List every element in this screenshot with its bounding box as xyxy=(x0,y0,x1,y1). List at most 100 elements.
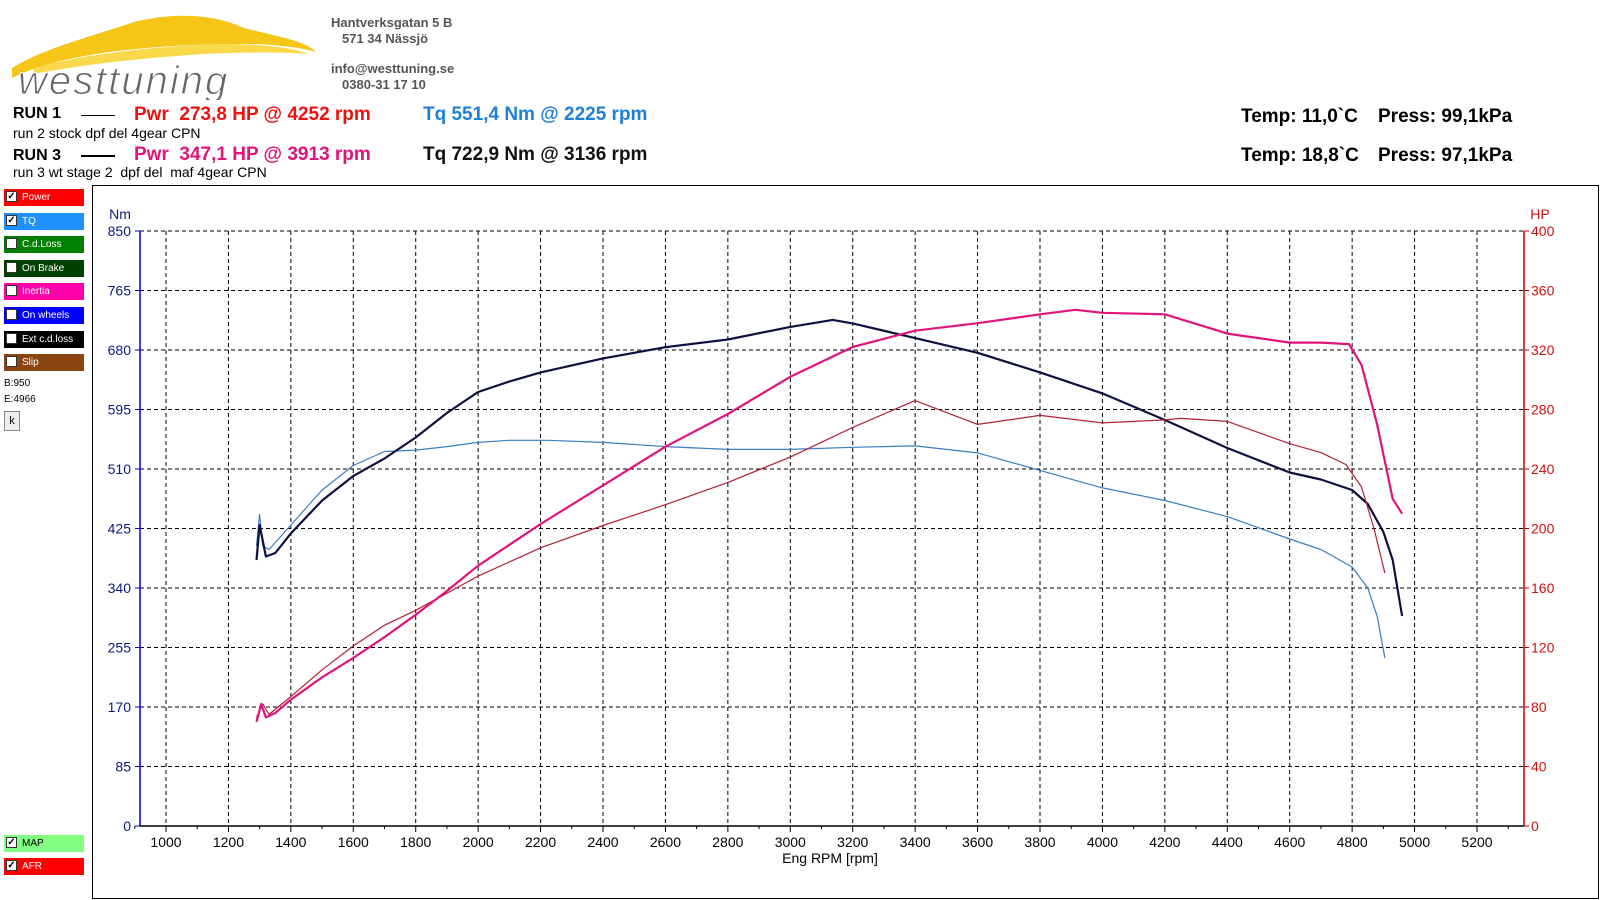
checkbox[interactable] xyxy=(6,285,17,297)
sidebar-item-label: On Brake xyxy=(22,262,65,274)
y-right-tick-label: 80 xyxy=(1531,699,1547,715)
sidebar-item-label: Slip xyxy=(22,357,39,369)
checkbox[interactable]: ✓ xyxy=(6,191,17,202)
x-tick-label: 1800 xyxy=(400,834,431,850)
logo-car-shape xyxy=(12,15,316,78)
y-right-tick-label: 400 xyxy=(1531,223,1555,239)
sidebar-item-label: Ext c.d.loss xyxy=(22,333,74,345)
e-value: E:4966 xyxy=(4,394,36,405)
x-tick-label: 4200 xyxy=(1149,834,1180,850)
sidebar-item-label: On wheels xyxy=(22,310,70,321)
y-left-tick-label: 0 xyxy=(123,818,131,834)
run1-description: run 2 stock dpf del 4gear CPN xyxy=(13,125,201,141)
checkbox[interactable] xyxy=(6,238,17,250)
x-tick-label: 2200 xyxy=(525,834,556,850)
x-tick-label: 3200 xyxy=(837,834,868,850)
contact-email: info@westtuning.se xyxy=(331,61,455,76)
x-tick-label: 1000 xyxy=(150,834,181,850)
run1-temp: Temp: 11,0`C xyxy=(1241,106,1358,127)
sidebar-item-label: C.d.Loss xyxy=(22,239,62,251)
x-tick-label: 5200 xyxy=(1461,834,1492,850)
checkbox[interactable] xyxy=(6,309,17,320)
series-line-power-run1 xyxy=(255,400,1386,718)
y-left-tick-label: 850 xyxy=(108,223,132,239)
run3-torque: Tq 722,9 Nm @ 3136 rpm xyxy=(423,144,648,165)
k-button[interactable]: k xyxy=(4,411,20,431)
westtuning-logo: westtuning xyxy=(12,15,316,100)
address-line1: Hantverksgatan 5 B xyxy=(331,15,453,30)
logo-car-accent xyxy=(34,44,309,74)
x-tick-label: 2600 xyxy=(650,834,681,850)
run3-power: Pwr 347,1 HP @ 3913 rpm xyxy=(134,144,371,165)
x-tick-label: 3400 xyxy=(900,834,931,850)
y-right-tick-label: 40 xyxy=(1531,759,1547,775)
x-tick-label: 3600 xyxy=(962,834,993,850)
y-left-axis-label: Nm xyxy=(109,206,131,222)
sidebar-item-slip[interactable]: Slip xyxy=(4,354,84,372)
run1-line-sample xyxy=(81,115,115,116)
run3-temp: Temp: 18,8`C xyxy=(1241,145,1359,166)
x-tick-label: 4600 xyxy=(1274,834,1305,850)
run1-torque: Tq 551,4 Nm @ 2225 rpm xyxy=(423,104,648,125)
x-axis-label: Eng RPM [rpm] xyxy=(782,850,878,866)
run1-label: RUN 1 xyxy=(13,105,62,122)
series-line-torque-run3 xyxy=(255,318,1404,617)
checkbox[interactable]: ✓ xyxy=(6,214,17,226)
y-left-tick-label: 595 xyxy=(108,402,132,418)
x-tick-label: 5000 xyxy=(1399,834,1430,850)
run3-press: Press: 97,1kPa xyxy=(1378,145,1513,166)
y-right-axis-label: HP xyxy=(1530,206,1549,222)
checkbox[interactable] xyxy=(6,356,17,368)
y-left-tick-label: 765 xyxy=(108,283,132,299)
y-left-tick-label: 510 xyxy=(108,461,132,477)
y-right-tick-label: 200 xyxy=(1531,521,1555,537)
run3-label: RUN 3 xyxy=(13,147,62,164)
y-left-tick-label: 85 xyxy=(115,759,131,775)
sidebar-item-on-brake[interactable]: On Brake xyxy=(4,259,84,277)
address-line2: 571 34 Nässjö xyxy=(342,31,429,46)
y-left-tick-label: 340 xyxy=(108,580,132,596)
sidebar-item-power[interactable]: ✓ Power xyxy=(4,189,84,206)
sidebar-item-label: Power xyxy=(22,192,51,203)
x-tick-label: 2000 xyxy=(463,834,494,850)
sidebar-item-on-wheels[interactable]: On wheels xyxy=(4,307,84,324)
checkbox[interactable]: ✓ xyxy=(6,837,17,848)
sidebar-item-label: TQ xyxy=(22,215,36,227)
run3-description: run 3 wt stage 2 dpf del maf 4gear CPN xyxy=(13,164,267,180)
y-right-tick-label: 360 xyxy=(1531,283,1555,299)
y-left-tick-label: 425 xyxy=(108,521,132,537)
y-right-tick-label: 280 xyxy=(1531,402,1555,418)
sidebar-item-label: AFR xyxy=(22,861,42,872)
x-tick-label: 4000 xyxy=(1087,834,1118,850)
series-line-torque-run1 xyxy=(255,439,1386,659)
y-right-tick-label: 320 xyxy=(1531,342,1555,358)
x-tick-label: 2800 xyxy=(712,834,743,850)
y-right-tick-label: 120 xyxy=(1531,640,1555,656)
checkbox[interactable]: ✓ xyxy=(6,860,17,871)
sidebar-item-label: Inertia xyxy=(22,286,50,298)
y-right-tick-label: 240 xyxy=(1531,461,1555,477)
sidebar-item-c-d-loss[interactable]: C.d.Loss xyxy=(4,236,84,254)
sidebar-item-afr[interactable]: ✓ AFR xyxy=(4,858,84,875)
y-right-tick-label: 0 xyxy=(1531,818,1539,834)
chart-frame xyxy=(92,185,1599,899)
y-left-tick-label: 255 xyxy=(108,640,132,656)
x-tick-label: 3800 xyxy=(1024,834,1055,850)
x-tick-label: 1600 xyxy=(338,834,369,850)
x-tick-label: 3000 xyxy=(775,834,806,850)
run3-line-sample xyxy=(81,155,115,157)
x-tick-label: 1400 xyxy=(275,834,306,850)
sidebar-item-map[interactable]: ✓ MAP xyxy=(4,835,84,852)
x-tick-label: 1200 xyxy=(213,834,244,850)
checkbox[interactable] xyxy=(6,332,17,344)
sidebar-item-tq[interactable]: ✓ TQ xyxy=(4,212,84,230)
sidebar-item-ext-c-d-loss[interactable]: Ext c.d.loss xyxy=(4,330,84,348)
checkbox[interactable] xyxy=(6,261,17,273)
series-line-power-run3 xyxy=(255,308,1404,723)
contact-phone: 0380-31 17 10 xyxy=(342,77,426,92)
run1-press: Press: 99,1kPa xyxy=(1378,106,1513,127)
sidebar-item-inertia[interactable]: Inertia xyxy=(4,283,84,301)
x-tick-label: 4400 xyxy=(1212,834,1243,850)
x-tick-label: 2400 xyxy=(587,834,618,850)
